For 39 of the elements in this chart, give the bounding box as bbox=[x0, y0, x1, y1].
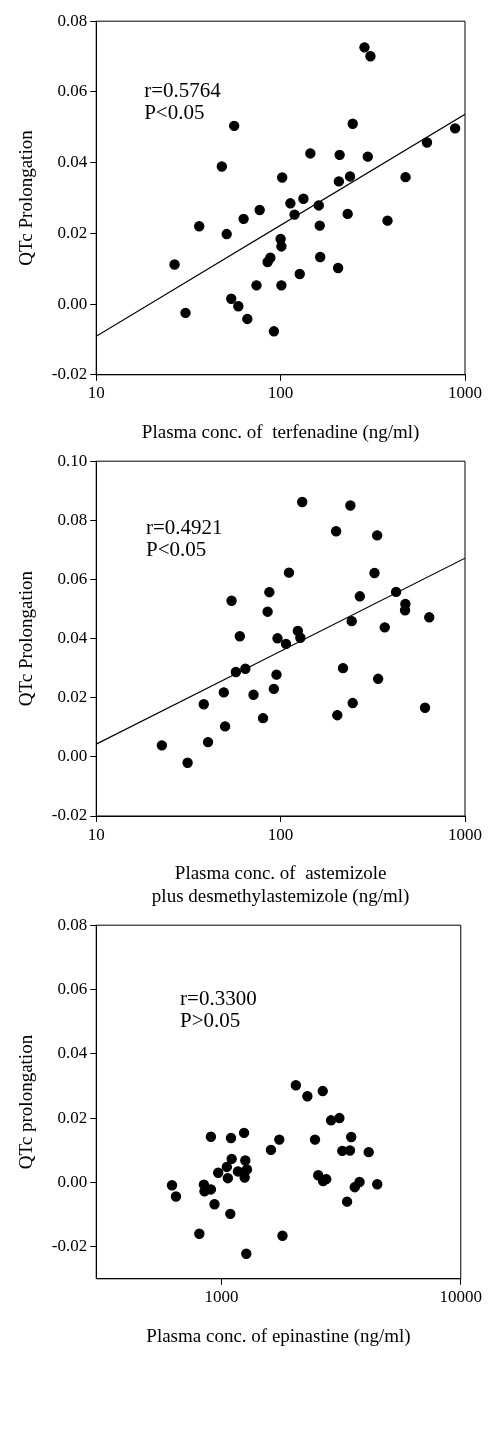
y-axis-title: QTc Prolongation bbox=[15, 129, 37, 266]
y-tick-label: 0.00 bbox=[57, 746, 88, 766]
y-tick-label: 0.04 bbox=[57, 1043, 88, 1063]
x-tick-label: 10000 bbox=[439, 1287, 482, 1307]
y-tick-label: -0.02 bbox=[51, 805, 88, 825]
x-tick-label: 100 bbox=[267, 383, 294, 403]
y-tick-label: -0.02 bbox=[51, 1236, 88, 1256]
y-tick-label: 0.04 bbox=[57, 628, 88, 648]
y-tick-label: 0.00 bbox=[57, 293, 88, 313]
x-tick-label: 1000 bbox=[204, 1287, 239, 1307]
y-tick-label: 0.08 bbox=[57, 914, 88, 934]
y-axis-title: QTc Prolongation bbox=[15, 570, 37, 707]
x-axis-title: Plasma conc. of epinastine (ng/ml) bbox=[146, 1324, 411, 1347]
annotation: P<0.05 bbox=[146, 536, 207, 561]
x-axis-title: Plasma conc. of astemizole plus desmethylastemizole (ng/ml) bbox=[151, 861, 410, 907]
x-axis-title: Plasma conc. of terfenadine (ng/ml) bbox=[141, 420, 420, 443]
y-tick-label: 0.06 bbox=[57, 978, 88, 998]
annotation: r=0.5764 bbox=[144, 78, 222, 103]
x-tick-label: 1000 bbox=[448, 383, 482, 403]
y-axis-title: QTc prolongation bbox=[15, 1034, 37, 1170]
y-tick-label: 0.08 bbox=[57, 10, 88, 30]
annotation: P<0.05 bbox=[144, 100, 205, 125]
x-tick-label: 1000 bbox=[448, 824, 482, 844]
y-tick-label: 0.02 bbox=[57, 222, 88, 242]
annotation: P>0.05 bbox=[180, 1007, 241, 1032]
y-tick-label: 0.02 bbox=[57, 687, 88, 707]
y-tick-label: -0.02 bbox=[51, 364, 88, 384]
y-tick-label: 0.10 bbox=[57, 450, 88, 470]
y-tick-label: 0.00 bbox=[57, 1171, 88, 1191]
y-tick-label: 0.08 bbox=[57, 509, 88, 529]
y-tick-label: 0.02 bbox=[57, 1107, 88, 1127]
y-tick-label: 0.06 bbox=[57, 81, 88, 101]
annotation: r=0.3300 bbox=[180, 985, 257, 1010]
x-tick-label: 10 bbox=[87, 383, 105, 403]
x-tick-label: 10 bbox=[87, 824, 105, 844]
annotation: r=0.4921 bbox=[146, 514, 223, 539]
y-tick-label: 0.04 bbox=[57, 152, 88, 172]
y-tick-label: 0.06 bbox=[57, 568, 88, 588]
x-tick-label: 100 bbox=[267, 824, 294, 844]
